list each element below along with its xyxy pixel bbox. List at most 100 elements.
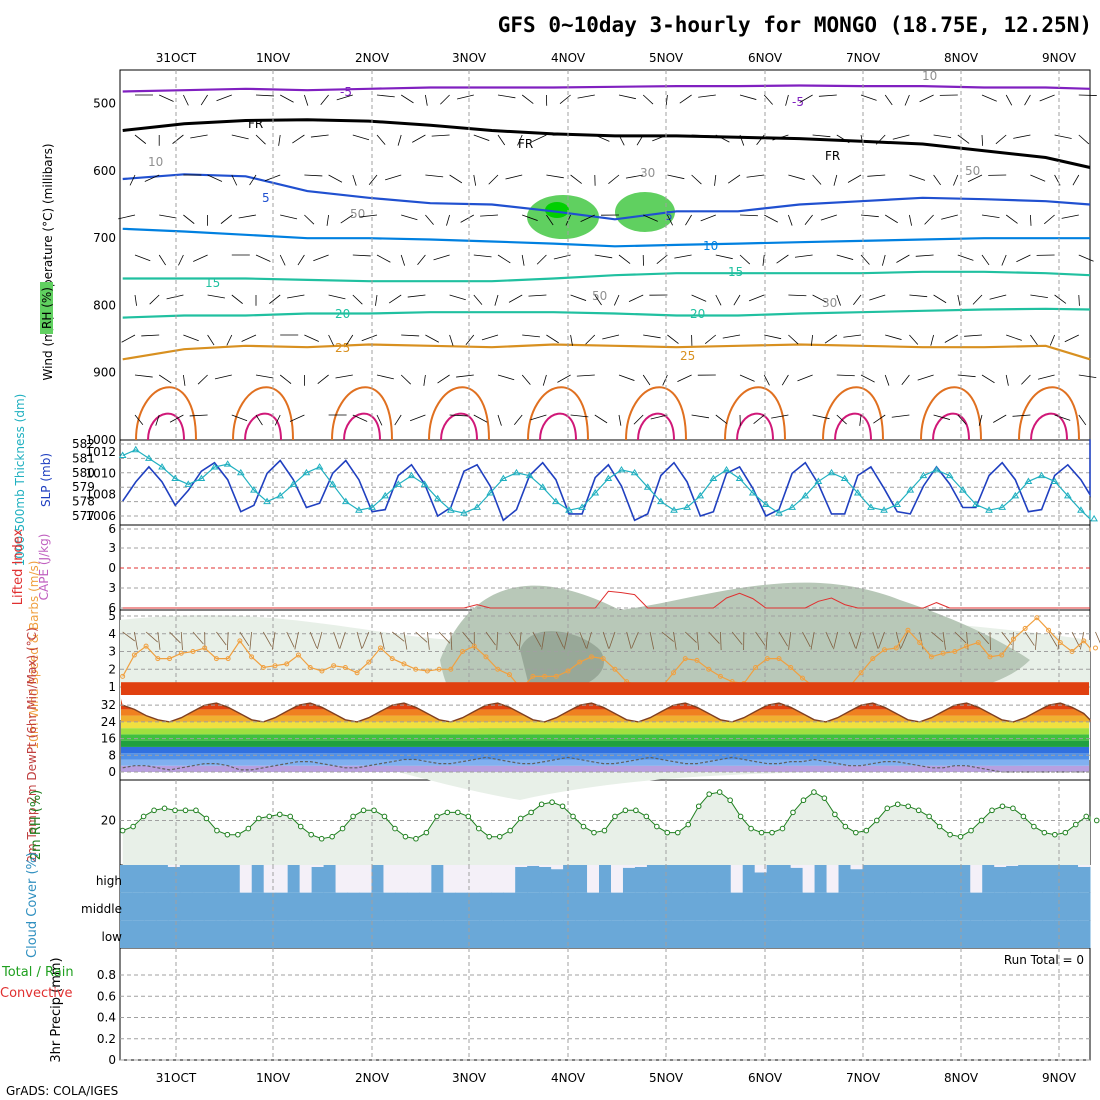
rh2m-tick-label-0: 20 — [101, 813, 116, 827]
wind10-barb — [602, 631, 610, 649]
wind10-marker — [565, 668, 571, 674]
wind-barb — [183, 94, 189, 106]
very-hot-contour-0 — [147, 412, 185, 441]
wind-barb — [885, 334, 902, 340]
thickness-marker — [1037, 471, 1046, 479]
thickness-marker — [197, 474, 206, 482]
wind-barb — [193, 254, 208, 262]
wind-barb — [981, 214, 1000, 219]
wind-barb — [860, 214, 879, 218]
rh2m-marker — [339, 825, 346, 832]
cloud-bar-middle — [311, 892, 325, 921]
wind-barb — [1013, 134, 1031, 139]
thickness-tick-5: 577 — [72, 509, 95, 523]
wind-barb — [517, 134, 523, 146]
wind-barb — [400, 374, 412, 385]
wind10-marker — [999, 652, 1005, 658]
wind-barb — [691, 294, 707, 302]
date-label-bottom-6: 6NOV — [748, 1071, 783, 1085]
wind-barb — [746, 174, 765, 178]
wind10-marker — [307, 664, 313, 670]
wind10-barb — [249, 631, 252, 650]
rh2m-marker — [894, 801, 901, 808]
cloud-bar-low — [287, 920, 301, 948]
wind-barb — [891, 414, 910, 418]
thickness-marker — [1090, 514, 1098, 522]
wind-barb — [457, 94, 474, 100]
wind-barb — [981, 94, 997, 102]
wind-barb — [843, 334, 862, 338]
cloud-bar-low — [730, 920, 744, 948]
wind10-marker — [225, 656, 231, 662]
wind-barb — [933, 134, 952, 139]
wind-barb — [570, 294, 587, 301]
cloud-bar-middle — [143, 892, 157, 921]
wind10-marker — [940, 650, 946, 656]
temp-band-9 — [121, 709, 1089, 716]
thickness-marker — [696, 491, 705, 499]
wind-barb — [238, 214, 257, 219]
thickness-marker — [775, 509, 783, 516]
wind-barb — [764, 214, 778, 223]
cloud-bar-low — [658, 920, 672, 948]
cloud-bar-high — [742, 865, 756, 893]
wind-barb — [521, 94, 534, 104]
cloud-bar-high — [994, 866, 1007, 893]
rh2m-marker — [486, 833, 493, 840]
wind-barb — [691, 174, 702, 185]
rh2m-marker — [528, 809, 534, 816]
cloud-bar-low — [766, 920, 780, 948]
thickness-marker — [131, 445, 140, 453]
wind-barb — [772, 134, 789, 141]
wind-barb — [739, 214, 758, 217]
cloud-bar-low — [994, 920, 1007, 948]
slp-tick-3: 1006 — [85, 509, 116, 523]
cloud-bar-high — [922, 865, 935, 893]
rh2m-marker — [664, 829, 671, 836]
wind10-barb — [541, 631, 545, 650]
wind-barb — [375, 294, 378, 306]
wind-barb — [727, 174, 741, 184]
wind-barb — [287, 294, 305, 299]
cloud-bar-low — [706, 920, 720, 948]
wind-barb — [352, 174, 357, 186]
rh2m-marker — [926, 813, 932, 820]
wind10-marker — [401, 661, 407, 667]
cloud-bar-high — [958, 865, 971, 893]
rh2m-marker — [654, 823, 660, 830]
hot-contour-8 — [920, 386, 982, 441]
cloud-gap-high — [970, 865, 983, 893]
wind10-barb — [192, 631, 204, 645]
cloud-gap-high — [311, 865, 325, 867]
wind10-marker — [120, 673, 126, 679]
wind-barb — [633, 414, 644, 425]
wind10-barb — [271, 631, 276, 650]
cloud-bar-low — [455, 920, 468, 948]
wind-barb — [1006, 334, 1022, 341]
wind-barb — [376, 414, 383, 426]
wind10-marker — [788, 664, 794, 670]
date-axis: 31OCT 31OCT 1NOV 1NOV 2NOV 2NOV 3NOV 3NOV 4NOV 4N… — [156, 51, 1077, 1085]
wind10-barb — [942, 631, 946, 650]
wind-barb — [981, 134, 984, 146]
wind-barb — [310, 134, 329, 138]
cloud-bar-low — [551, 920, 564, 948]
wind-barb — [585, 334, 596, 345]
wind-barb — [957, 374, 976, 378]
isotherm-25 — [122, 343, 1091, 361]
temp-band-1 — [121, 759, 1089, 766]
hot-contour-2 — [331, 386, 393, 441]
rh-legend-label: RH (%) — [40, 287, 54, 329]
cloud-bar-middle — [706, 892, 720, 921]
very-hot-contour-2 — [343, 412, 381, 441]
cloud-bar-middle — [263, 892, 277, 921]
cloud-bar-high — [563, 865, 576, 893]
cloud-bar-high — [215, 865, 229, 893]
cloud-bar-high — [179, 865, 193, 893]
wind10-barb — [977, 631, 990, 645]
wind10-marker — [717, 673, 723, 679]
wind-barb — [989, 294, 1007, 300]
wind-barb — [449, 334, 454, 346]
rh2m-marker — [1083, 813, 1090, 820]
contour-label-8: 15 — [205, 276, 220, 290]
